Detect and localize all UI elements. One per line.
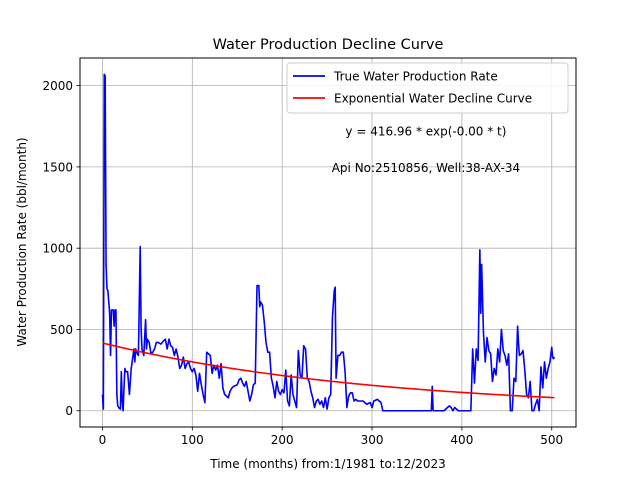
equation-annotation: y = 416.96 * exp(-0.00 * t) — [345, 125, 506, 139]
legend-label-exponential-curve: Exponential Water Decline Curve — [334, 92, 532, 106]
y-tick-label: 1500 — [42, 160, 73, 174]
y-tick-label: 1000 — [42, 242, 73, 256]
x-axis-ticks: 0 100 200 300 400 500 — [99, 427, 563, 447]
series-line-true-water-rate — [101, 73, 556, 412]
x-tick-label: 200 — [271, 433, 294, 447]
plot-frame — [79, 57, 577, 428]
y-tick-label: 500 — [50, 323, 73, 337]
annotations: y = 416.96 * exp(-0.00 * t) Api No:251085… — [332, 125, 520, 176]
legend-label-true-rate: True Water Production Rate — [333, 70, 498, 84]
y-axis-label: Water Production Rate (bbl/month) — [15, 137, 29, 346]
x-tick-label: 0 — [99, 433, 107, 447]
x-axis-label: Time (months) from:1/1981 to:12/2023 — [209, 457, 446, 471]
chart-title: Water Production Decline Curve — [213, 37, 444, 53]
x-tick-label: 300 — [361, 433, 384, 447]
legend-box — [286, 62, 569, 114]
series-layer — [101, 73, 556, 412]
series-line-exponential-decline — [102, 342, 555, 399]
x-tick-label: 500 — [540, 433, 563, 447]
y-tick-label: 2000 — [42, 79, 73, 93]
y-axis-ticks: 0 500 1000 1500 2000 — [42, 79, 80, 418]
y-tick-label: 0 — [65, 404, 73, 418]
well-info-annotation: Api No:2510856, Well:38-AX-34 — [332, 161, 520, 175]
legend: True Water Production Rate Exponential W… — [286, 62, 569, 114]
x-tick-label: 100 — [181, 433, 204, 447]
gridlines — [80, 58, 576, 427]
x-tick-label: 400 — [450, 433, 473, 447]
